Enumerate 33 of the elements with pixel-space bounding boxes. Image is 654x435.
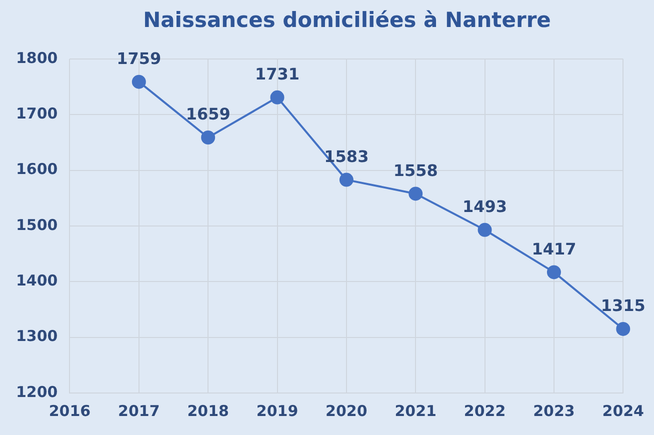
point [546,265,561,280]
data-label: 1315 [600,296,646,316]
data-label: 1731 [255,64,300,84]
point [408,186,423,201]
y-tick-label: 1300 [16,327,58,346]
data-label: 1417 [532,239,576,258]
y-tick-label: 1600 [16,160,58,178]
x-tick-label: 2024 [602,402,644,420]
point [132,74,146,89]
data-label: 1759 [116,48,162,68]
point [201,130,216,144]
x-tick-label: 2018 [187,402,229,420]
chart-title: Naissances domiciliées à Nanterre [142,7,552,34]
y-tick-label: 1400 [16,272,58,290]
y-tick-label: 1700 [16,104,58,123]
y-tick-label: 1800 [16,48,58,67]
y-tick-label: 1200 [16,382,58,401]
point [270,90,284,104]
y-tick-label: 1500 [16,216,58,234]
data-label: 1659 [186,104,230,124]
point [339,172,354,187]
x-tick-label: 2022 [464,402,506,420]
data-label: 1493 [462,197,508,216]
data-label: 1583 [324,146,369,166]
x-tick-label: 2020 [326,402,368,420]
x-tick-label: 2016 [48,402,91,420]
point [616,322,630,336]
x-tick-label: 2019 [256,402,298,420]
data-label: 1558 [393,160,438,180]
x-tick-label: 2017 [118,402,160,420]
x-tick-label: 2021 [394,402,436,420]
point [478,222,492,237]
x-tick-label: 2023 [533,402,575,420]
